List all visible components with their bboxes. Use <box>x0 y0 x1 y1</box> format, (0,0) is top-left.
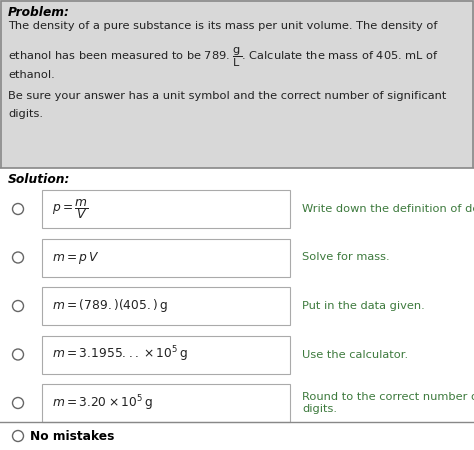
Bar <box>42 287 290 325</box>
Text: ethanol.: ethanol. <box>8 70 55 80</box>
Text: $p = \dfrac{m}{V}$: $p = \dfrac{m}{V}$ <box>52 197 89 221</box>
Text: Use the calculator.: Use the calculator. <box>302 350 408 360</box>
Text: Be sure your answer has a unit symbol and the correct number of significant: Be sure your answer has a unit symbol an… <box>8 91 447 101</box>
Text: Write down the definition of density.: Write down the definition of density. <box>302 204 474 214</box>
Text: $m = p\,V$: $m = p\,V$ <box>52 249 100 266</box>
Text: ethanol has been measured to be 789. $\dfrac{\mathrm{g}}{\mathrm{L}}$. Calculate: ethanol has been measured to be 789. $\d… <box>8 45 439 69</box>
Bar <box>42 190 290 228</box>
Bar <box>0 168 474 450</box>
Text: No mistakes: No mistakes <box>30 429 114 442</box>
Text: Solution:: Solution: <box>8 173 70 186</box>
Text: Put in the data given.: Put in the data given. <box>302 301 425 311</box>
Text: $m = 3.20 \times 10^5\,\mathrm{g}$: $m = 3.20 \times 10^5\,\mathrm{g}$ <box>52 393 153 413</box>
Text: Problem:: Problem: <box>8 6 70 19</box>
Bar <box>42 384 290 422</box>
Text: $m = (789.)(405.)\,\mathrm{g}$: $m = (789.)(405.)\,\mathrm{g}$ <box>52 297 168 315</box>
Bar <box>42 238 290 276</box>
Bar <box>0 0 474 168</box>
Text: Round to the correct number of significant: Round to the correct number of significa… <box>302 392 474 402</box>
Text: digits.: digits. <box>8 109 43 119</box>
Bar <box>42 336 290 374</box>
Text: Solve for mass.: Solve for mass. <box>302 252 390 262</box>
Text: digits.: digits. <box>302 404 337 414</box>
Text: $m = 3.1955... \times 10^5\,\mathrm{g}$: $m = 3.1955... \times 10^5\,\mathrm{g}$ <box>52 345 188 364</box>
Text: The density of a pure substance is its mass per unit volume. The density of: The density of a pure substance is its m… <box>8 21 438 31</box>
